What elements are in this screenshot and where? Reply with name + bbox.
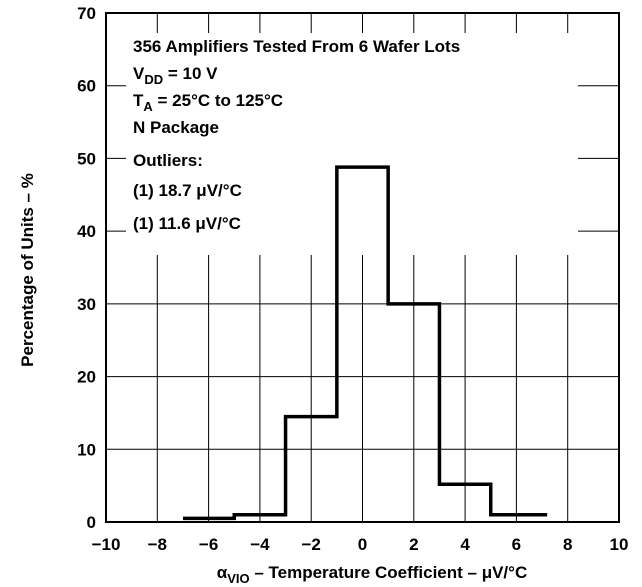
- x-tick-label: −6: [199, 535, 218, 554]
- y-tick-label: 70: [77, 4, 96, 23]
- y-tick-label: 30: [77, 295, 96, 314]
- y-tick-labels: 0 10 20 30 40 50 60 70: [77, 4, 96, 532]
- y-tick-label: 20: [77, 368, 96, 387]
- annotation-line-5: Outliers:: [133, 151, 203, 170]
- y-tick-label: 60: [77, 77, 96, 96]
- annotation-block: 356 Amplifiers Tested From 6 Wafer Lots …: [133, 37, 460, 233]
- ta-value: = 25°C to 125°C: [153, 91, 283, 110]
- annotation-line-3: TA = 25°C to 125°C: [133, 91, 283, 114]
- y-axis-label: Percentage of Units – %: [18, 173, 37, 367]
- y-tick-label: 40: [77, 222, 96, 241]
- annotation-line-2: VDD = 10 V: [133, 64, 218, 87]
- annotation-line-4: N Package: [133, 118, 219, 137]
- x-tick-label: 8: [563, 535, 572, 554]
- x-tick-label: 6: [512, 535, 521, 554]
- histogram-outline: [182, 165, 548, 521]
- y-tick-label: 0: [87, 513, 96, 532]
- plot-frame: [105, 12, 620, 523]
- x-tick-label: 0: [358, 535, 367, 554]
- ta-symbol: T: [133, 91, 144, 110]
- x-tick-label: −8: [148, 535, 167, 554]
- x-axis-symbol: α: [217, 563, 228, 582]
- x-tick-label: 4: [460, 535, 470, 554]
- annotation-line-6: (1) 18.7 μV/°C: [133, 181, 242, 200]
- x-tick-label: 10: [610, 535, 629, 554]
- vdd-value: = 10 V: [163, 64, 218, 83]
- vdd-symbol: V: [133, 64, 145, 83]
- annotation-line-1: 356 Amplifiers Tested From 6 Wafer Lots: [133, 37, 460, 56]
- x-axis-text: – Temperature Coefficient – μV/°C: [250, 563, 528, 582]
- ta-subscript: A: [143, 99, 153, 114]
- x-tick-label: −10: [92, 535, 121, 554]
- x-axis-subscript: VIO: [227, 571, 249, 586]
- x-tick-labels: −10 −8 −6 −4 −2 0 2 4 6 8 10: [92, 535, 629, 554]
- x-tick-label: −2: [302, 535, 321, 554]
- vdd-subscript: DD: [144, 72, 163, 87]
- y-tick-label: 10: [77, 440, 96, 459]
- y-tick-label: 50: [77, 149, 96, 168]
- annotation-line-7: (1) 11.6 μV/°C: [133, 214, 241, 233]
- annotation-background: [126, 33, 578, 255]
- x-axis-label: αVIO – Temperature Coefficient – μV/°C: [217, 563, 527, 586]
- x-tick-label: −4: [250, 535, 270, 554]
- x-tick-label: 2: [409, 535, 418, 554]
